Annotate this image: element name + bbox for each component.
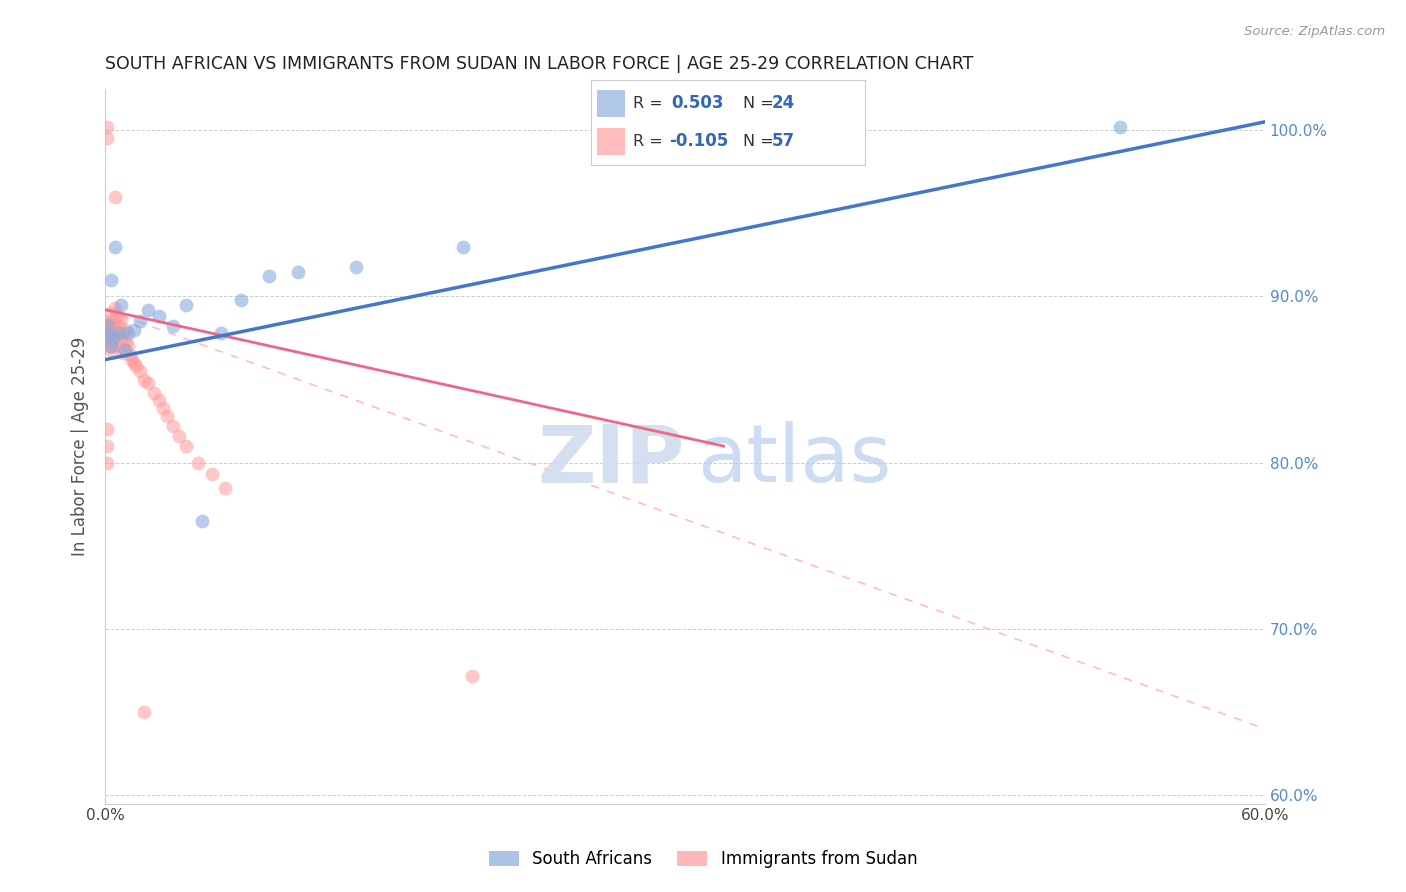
Point: [98, 314, 121, 328]
Point: [100, 306, 122, 320]
Text: atlas: atlas: [696, 421, 891, 500]
Text: 0.503: 0.503: [672, 95, 724, 112]
Point: [104, 239, 127, 253]
Point: [101, 331, 124, 345]
Point: [259, 269, 281, 284]
Text: -0.105: -0.105: [669, 132, 728, 150]
Point: [96, 120, 118, 134]
Point: [122, 323, 145, 337]
Point: [98, 323, 121, 337]
Point: [148, 392, 170, 407]
Point: [229, 293, 252, 307]
Point: [100, 329, 122, 343]
Point: [114, 343, 136, 357]
Point: [136, 302, 159, 317]
Text: R =: R =: [633, 134, 668, 149]
Text: SOUTH AFRICAN VS IMMIGRANTS FROM SUDAN IN LABOR FORCE | AGE 25-29 CORRELATION CH: SOUTH AFRICAN VS IMMIGRANTS FROM SUDAN I…: [105, 55, 973, 73]
Point: [162, 319, 184, 334]
Y-axis label: In Labor Force | Age 25-29: In Labor Force | Age 25-29: [72, 336, 89, 556]
Point: [96, 439, 118, 453]
Point: [162, 419, 184, 434]
Legend: South Africans, Immigrants from Sudan: South Africans, Immigrants from Sudan: [481, 842, 925, 877]
Text: N =: N =: [742, 134, 779, 149]
Point: [104, 316, 127, 330]
Point: [107, 326, 129, 340]
Point: [191, 514, 214, 528]
Point: [98, 339, 121, 353]
Point: [110, 298, 132, 312]
Point: [152, 401, 174, 415]
Point: [107, 339, 129, 353]
Text: 24: 24: [772, 95, 794, 112]
Point: [187, 456, 209, 470]
Point: [100, 339, 122, 353]
Point: [122, 356, 145, 370]
Point: [1109, 120, 1132, 134]
Point: [117, 326, 139, 340]
Point: [101, 327, 124, 342]
Point: [96, 422, 118, 436]
Point: [200, 467, 222, 482]
Text: 57: 57: [772, 132, 794, 150]
Point: [129, 364, 152, 378]
Point: [209, 326, 232, 340]
Point: [156, 409, 179, 424]
Point: [111, 346, 134, 360]
Point: [287, 264, 309, 278]
Point: [115, 334, 138, 349]
Point: [105, 329, 128, 343]
Point: [121, 352, 143, 367]
Point: [96, 333, 118, 347]
Point: [110, 312, 132, 326]
Point: [176, 298, 198, 312]
Point: [167, 429, 190, 443]
Point: [129, 314, 152, 328]
Point: [451, 239, 474, 253]
Point: [346, 260, 368, 274]
Point: [104, 301, 127, 315]
Point: [100, 343, 122, 357]
Point: [105, 310, 128, 324]
Point: [101, 339, 124, 353]
Text: Source: ZipAtlas.com: Source: ZipAtlas.com: [1244, 25, 1385, 38]
Point: [98, 326, 121, 340]
Point: [100, 273, 122, 287]
Point: [104, 189, 127, 203]
Point: [98, 327, 121, 342]
Point: [136, 376, 159, 390]
Point: [111, 326, 134, 340]
Point: [142, 385, 165, 400]
Point: [101, 314, 124, 328]
Point: [98, 336, 121, 351]
Point: [96, 318, 118, 332]
Point: [132, 705, 155, 719]
Text: N =: N =: [742, 95, 779, 111]
Point: [148, 310, 170, 324]
Point: [114, 343, 136, 357]
Text: R =: R =: [633, 95, 668, 111]
FancyBboxPatch shape: [598, 89, 624, 117]
Point: [96, 131, 118, 145]
Point: [214, 481, 236, 495]
Point: [96, 326, 118, 340]
Point: [96, 456, 118, 470]
Point: [100, 318, 122, 332]
Text: ZIP: ZIP: [537, 421, 685, 500]
Point: [120, 348, 142, 362]
Point: [125, 359, 148, 374]
Point: [114, 323, 136, 337]
Point: [176, 439, 198, 453]
FancyBboxPatch shape: [598, 128, 624, 155]
Point: [96, 319, 118, 334]
Point: [110, 334, 132, 349]
Point: [117, 339, 139, 353]
Point: [96, 331, 118, 345]
Point: [132, 373, 155, 387]
Point: [107, 319, 129, 334]
Point: [461, 668, 484, 682]
